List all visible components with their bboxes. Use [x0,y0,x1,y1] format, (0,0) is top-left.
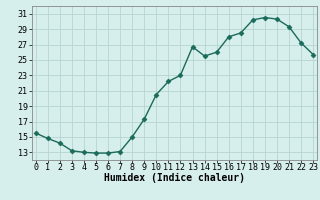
X-axis label: Humidex (Indice chaleur): Humidex (Indice chaleur) [104,173,245,183]
